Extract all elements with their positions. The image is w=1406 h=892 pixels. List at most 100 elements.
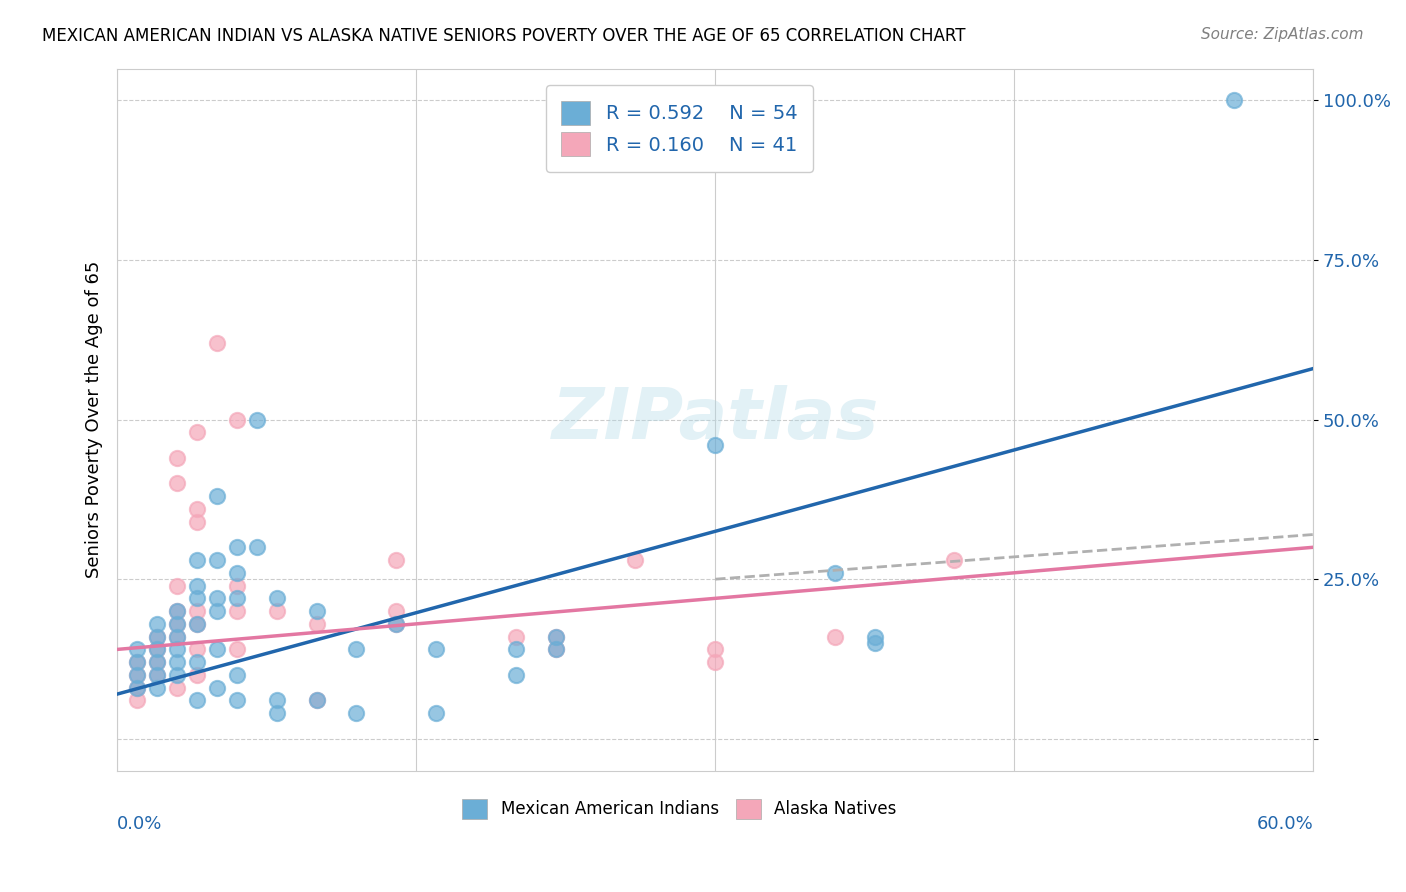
Point	[863, 630, 886, 644]
Point	[385, 616, 408, 631]
Point	[225, 578, 247, 592]
Point	[824, 566, 846, 580]
Point	[344, 706, 367, 721]
Point	[205, 591, 228, 606]
Point	[186, 591, 208, 606]
Point	[266, 591, 288, 606]
Point	[505, 642, 527, 657]
Point	[943, 553, 966, 567]
Point	[166, 630, 188, 644]
Point	[186, 425, 208, 440]
Point	[127, 668, 149, 682]
Point	[225, 642, 247, 657]
Point	[704, 655, 727, 669]
Point	[246, 541, 269, 555]
Point	[544, 642, 567, 657]
Point	[146, 668, 169, 682]
Point	[186, 693, 208, 707]
Point	[225, 541, 247, 555]
Point	[225, 604, 247, 618]
Point	[385, 553, 408, 567]
Text: ZIPatlas: ZIPatlas	[551, 385, 879, 454]
Point	[205, 336, 228, 351]
Point	[186, 655, 208, 669]
Point	[266, 693, 288, 707]
Point	[824, 630, 846, 644]
Point	[205, 489, 228, 503]
Point	[146, 642, 169, 657]
Point	[186, 578, 208, 592]
Point	[146, 668, 169, 682]
Point	[425, 642, 447, 657]
Point	[246, 412, 269, 426]
Point	[305, 604, 328, 618]
Point	[166, 616, 188, 631]
Point	[385, 604, 408, 618]
Point	[186, 604, 208, 618]
Point	[127, 655, 149, 669]
Point	[166, 604, 188, 618]
Point	[186, 642, 208, 657]
Point	[166, 642, 188, 657]
Point	[225, 591, 247, 606]
Point	[544, 642, 567, 657]
Y-axis label: Seniors Poverty Over the Age of 65: Seniors Poverty Over the Age of 65	[86, 261, 103, 578]
Point	[166, 476, 188, 491]
Point	[225, 693, 247, 707]
Point	[305, 616, 328, 631]
Point	[186, 515, 208, 529]
Point	[127, 655, 149, 669]
Point	[166, 616, 188, 631]
Legend: Mexican American Indians, Alaska Natives: Mexican American Indians, Alaska Natives	[456, 792, 903, 826]
Point	[205, 604, 228, 618]
Point	[266, 706, 288, 721]
Point	[425, 706, 447, 721]
Point	[385, 616, 408, 631]
Point	[544, 630, 567, 644]
Point	[863, 636, 886, 650]
Point	[166, 578, 188, 592]
Point	[186, 616, 208, 631]
Point	[225, 412, 247, 426]
Point	[205, 681, 228, 695]
Point	[186, 553, 208, 567]
Point	[1222, 94, 1244, 108]
Point	[146, 655, 169, 669]
Point	[127, 681, 149, 695]
Point	[205, 642, 228, 657]
Point	[166, 630, 188, 644]
Text: 60.0%: 60.0%	[1257, 815, 1313, 833]
Point	[166, 668, 188, 682]
Text: 0.0%: 0.0%	[117, 815, 163, 833]
Point	[544, 630, 567, 644]
Point	[505, 668, 527, 682]
Point	[127, 681, 149, 695]
Point	[146, 630, 169, 644]
Point	[505, 630, 527, 644]
Point	[146, 630, 169, 644]
Point	[127, 693, 149, 707]
Point	[305, 693, 328, 707]
Point	[146, 681, 169, 695]
Point	[146, 616, 169, 631]
Point	[305, 693, 328, 707]
Text: Source: ZipAtlas.com: Source: ZipAtlas.com	[1201, 27, 1364, 42]
Point	[225, 566, 247, 580]
Point	[166, 450, 188, 465]
Point	[266, 604, 288, 618]
Point	[127, 642, 149, 657]
Point	[146, 655, 169, 669]
Point	[186, 502, 208, 516]
Point	[186, 616, 208, 631]
Point	[186, 668, 208, 682]
Point	[344, 642, 367, 657]
Point	[127, 668, 149, 682]
Point	[166, 604, 188, 618]
Point	[225, 668, 247, 682]
Point	[205, 553, 228, 567]
Point	[166, 681, 188, 695]
Point	[624, 553, 647, 567]
Point	[146, 642, 169, 657]
Point	[704, 642, 727, 657]
Point	[166, 655, 188, 669]
